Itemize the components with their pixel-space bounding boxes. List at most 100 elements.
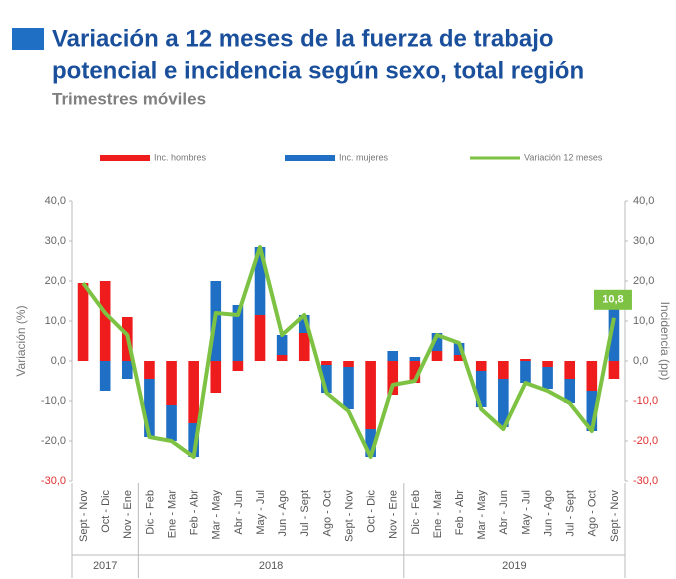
legend-label: Inc. mujeres	[339, 152, 389, 162]
bar	[254, 315, 266, 361]
y2-tick-label: 30,0	[633, 235, 654, 247]
bar	[409, 361, 421, 383]
x-tick-label: Jun - Ago	[542, 490, 554, 536]
x-tick-label: Abr - Jun	[498, 490, 510, 535]
y-tick-label: 20,0	[45, 275, 66, 287]
y-tick-label: 10,0	[45, 315, 66, 327]
x-tick-label: May - Jul	[255, 490, 267, 535]
y2-tick-label: 10,0	[633, 315, 654, 327]
y2-tick-label: 20,0	[633, 275, 654, 287]
x-tick-label: Nov - Ene	[388, 490, 400, 539]
y-tick-label: 30,0	[45, 235, 66, 247]
value-label: 10,8	[602, 294, 623, 306]
bar	[431, 351, 443, 361]
y-tick-label: -20,0	[41, 435, 66, 447]
bar	[564, 361, 576, 379]
x-tick-label: Ene - Mar	[166, 490, 178, 539]
chart-title: potencial e incidencia según sexo, total…	[52, 57, 584, 84]
x-tick-label: Oct - Dic	[366, 490, 378, 533]
x-tick-label: Sept - Nov	[78, 490, 90, 542]
y2-tick-label: 40,0	[633, 195, 654, 207]
x-tick-label: Feb - Abr	[454, 490, 466, 536]
bar	[387, 361, 399, 395]
bar	[254, 247, 266, 315]
bar	[321, 365, 332, 393]
bar	[210, 361, 222, 393]
bar	[343, 361, 354, 367]
bar	[232, 305, 244, 361]
x-group-label: 2019	[502, 560, 526, 572]
x-tick-label: May - Jul	[520, 490, 532, 535]
value-label-box	[593, 289, 632, 310]
y2-tick-label: -20,0	[633, 435, 658, 447]
x-tick-label: Sept - Nov	[343, 490, 355, 542]
bar	[188, 423, 199, 457]
x-tick-label: Ago - Oct	[321, 490, 333, 536]
bar	[298, 333, 310, 361]
x-tick-label: Dic - Feb	[144, 490, 156, 535]
bar	[144, 379, 155, 437]
bar	[387, 351, 399, 361]
bar	[166, 361, 177, 405]
y-tick-label: -10,0	[41, 395, 66, 407]
bar	[343, 367, 354, 409]
bar	[321, 361, 332, 365]
x-tick-label: Jul - Sept	[565, 490, 577, 536]
line	[81, 245, 616, 459]
bar	[166, 405, 177, 441]
chart-title: Variación a 12 meses de la fuerza de tra…	[52, 25, 554, 52]
y-tick-label: 0,0	[51, 355, 66, 367]
bar	[365, 429, 376, 457]
y-axis-label: Variación (%)	[14, 305, 28, 376]
x-tick-label: Feb - Abr	[189, 490, 201, 536]
bar	[520, 361, 531, 383]
bar	[520, 359, 531, 361]
x-tick-label: Jun - Ago	[277, 490, 289, 536]
y2-tick-label: -30,0	[633, 475, 658, 487]
chart-subtitle: Trimestres móviles	[52, 89, 206, 108]
y-tick-label: -30,0	[41, 475, 66, 487]
x-tick-label: Ene - Mar	[432, 490, 444, 539]
bar	[498, 379, 509, 427]
x-tick-label: Abr - Jun	[233, 490, 245, 535]
x-tick-label: Mar - May	[211, 490, 223, 540]
bar	[564, 379, 576, 403]
y2-tick-label: 0,0	[633, 355, 648, 367]
legend-label: Inc. hombres	[154, 152, 207, 162]
legend-label: Variación 12 meses	[524, 152, 603, 162]
bar	[276, 355, 288, 361]
bar	[608, 301, 620, 361]
bar	[77, 283, 89, 361]
bar	[232, 361, 244, 371]
bar	[475, 371, 487, 407]
bar	[431, 333, 443, 351]
x-tick-label: Ago - Oct	[587, 490, 599, 536]
bar	[99, 281, 111, 361]
bar	[475, 361, 487, 371]
y2-axis-label: Incidencia (pp)	[658, 302, 672, 381]
bar	[542, 361, 553, 367]
x-group-label: 2018	[259, 560, 283, 572]
x-tick-label: Oct - Dic	[100, 490, 112, 533]
bar	[586, 361, 598, 391]
bar	[121, 361, 133, 379]
bar	[188, 361, 199, 423]
legend-swatch	[285, 155, 335, 161]
bar	[542, 367, 553, 389]
legend-swatch	[100, 155, 150, 161]
bar	[586, 391, 598, 431]
x-tick-label: Dic - Feb	[410, 490, 422, 535]
bar	[298, 315, 310, 333]
title-marker	[12, 28, 44, 50]
bar	[365, 361, 376, 429]
bar	[608, 361, 620, 379]
x-tick-label: Nov - Ene	[122, 490, 134, 539]
bar	[453, 355, 465, 361]
x-tick-label: Sept - Nov	[609, 490, 621, 542]
bar	[409, 357, 421, 361]
bar	[99, 361, 111, 391]
bar	[144, 361, 155, 379]
x-group-label: 2017	[93, 560, 117, 572]
x-tick-label: Jul - Sept	[299, 490, 311, 536]
